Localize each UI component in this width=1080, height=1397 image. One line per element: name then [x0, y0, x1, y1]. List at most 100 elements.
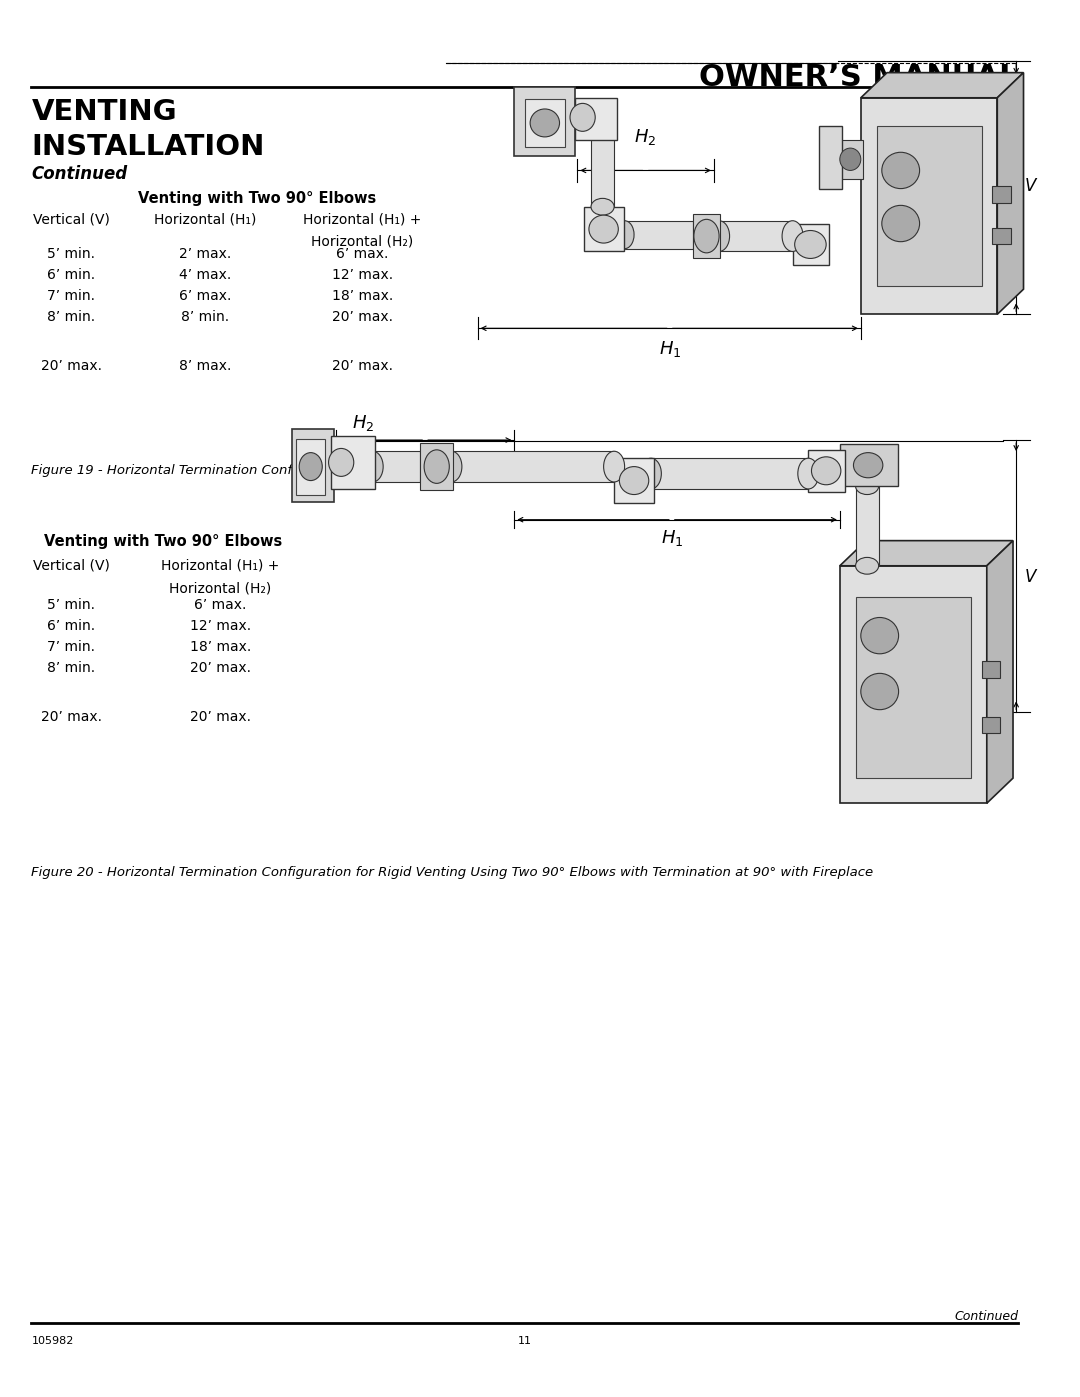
- Ellipse shape: [299, 453, 322, 481]
- Text: Horizontal (H₁) +: Horizontal (H₁) +: [161, 559, 280, 573]
- Text: Continued: Continued: [31, 165, 127, 183]
- Text: 11: 11: [518, 1336, 531, 1345]
- Text: 8’ min.: 8’ min.: [48, 661, 95, 675]
- Text: Vertical (V): Vertical (V): [33, 559, 110, 573]
- Text: INSTALLATION: INSTALLATION: [31, 133, 265, 161]
- Text: Venting with Two 90° Elbows: Venting with Two 90° Elbows: [43, 534, 282, 549]
- Text: 20’ max.: 20’ max.: [332, 359, 393, 373]
- Bar: [296, 439, 325, 495]
- Bar: [877, 126, 982, 286]
- Polygon shape: [997, 73, 1024, 314]
- Ellipse shape: [589, 215, 619, 243]
- Text: Horizontal (H₁): Horizontal (H₁): [153, 212, 256, 226]
- Ellipse shape: [855, 478, 879, 495]
- Text: VENTING: VENTING: [31, 98, 177, 126]
- Bar: [719, 221, 793, 251]
- Ellipse shape: [619, 467, 649, 495]
- Text: $H_2$: $H_2$: [634, 127, 657, 147]
- Text: Horizontal (H₂): Horizontal (H₂): [170, 581, 271, 595]
- Bar: [855, 486, 879, 566]
- Text: $H_1$: $H_1$: [659, 339, 681, 359]
- Text: 4’ max.: 4’ max.: [178, 268, 231, 282]
- Ellipse shape: [811, 457, 841, 485]
- Text: Horizontal (H₁) +: Horizontal (H₁) +: [303, 212, 421, 226]
- Bar: [451, 451, 615, 482]
- Ellipse shape: [640, 458, 661, 489]
- Ellipse shape: [591, 198, 615, 215]
- Text: $H_1$: $H_1$: [661, 528, 683, 548]
- Text: 8’ min.: 8’ min.: [180, 310, 229, 324]
- Bar: [840, 444, 897, 486]
- Ellipse shape: [530, 109, 559, 137]
- Bar: [793, 224, 829, 265]
- Bar: [838, 140, 863, 179]
- Text: Horizontal (H₂): Horizontal (H₂): [311, 235, 414, 249]
- Text: Continued: Continued: [955, 1310, 1018, 1323]
- Bar: [420, 443, 454, 490]
- Text: 12’ max.: 12’ max.: [332, 268, 393, 282]
- Text: 6’ min.: 6’ min.: [48, 619, 95, 633]
- Text: V: V: [1025, 177, 1036, 194]
- Text: 7’ min.: 7’ min.: [48, 289, 95, 303]
- Text: 18’ max.: 18’ max.: [332, 289, 393, 303]
- Ellipse shape: [795, 231, 826, 258]
- Text: 5’ min.: 5’ min.: [48, 247, 95, 261]
- Bar: [651, 458, 808, 489]
- Bar: [819, 126, 842, 189]
- Bar: [993, 186, 1011, 203]
- Text: 20’ max.: 20’ max.: [190, 661, 251, 675]
- Bar: [624, 221, 693, 249]
- Ellipse shape: [616, 221, 634, 249]
- Text: 20’ max.: 20’ max.: [41, 710, 102, 724]
- Bar: [840, 566, 987, 803]
- Ellipse shape: [604, 451, 624, 482]
- Ellipse shape: [591, 120, 615, 137]
- Text: Figure 20 - Horizontal Termination Configuration for Rigid Venting Using Two 90°: Figure 20 - Horizontal Termination Confi…: [31, 866, 874, 879]
- Ellipse shape: [693, 219, 719, 253]
- Text: Figure 19 - Horizontal Termination Configuration for Rigid Venting Using Two 90°: Figure 19 - Horizontal Termination Confi…: [31, 464, 617, 476]
- Text: 5’ min.: 5’ min.: [48, 598, 95, 612]
- Ellipse shape: [853, 453, 882, 478]
- Ellipse shape: [861, 617, 899, 654]
- Bar: [982, 661, 1000, 678]
- Bar: [993, 228, 1011, 244]
- Text: 20’ max.: 20’ max.: [332, 310, 393, 324]
- Text: 12’ max.: 12’ max.: [190, 619, 251, 633]
- Ellipse shape: [328, 448, 354, 476]
- Text: 6’ max.: 6’ max.: [178, 289, 231, 303]
- Ellipse shape: [362, 451, 383, 482]
- Ellipse shape: [708, 221, 730, 251]
- Polygon shape: [987, 541, 1013, 803]
- Polygon shape: [840, 541, 1013, 566]
- Text: OWNER’S MANUAL: OWNER’S MANUAL: [699, 63, 1018, 92]
- Ellipse shape: [855, 557, 879, 574]
- Bar: [583, 207, 623, 251]
- Bar: [808, 450, 845, 492]
- Text: 20’ max.: 20’ max.: [41, 359, 102, 373]
- Ellipse shape: [570, 103, 595, 131]
- Bar: [514, 87, 576, 156]
- Bar: [861, 98, 997, 314]
- Polygon shape: [861, 73, 1024, 98]
- Text: 20’ max.: 20’ max.: [190, 710, 251, 724]
- Text: 8’ max.: 8’ max.: [178, 359, 231, 373]
- Bar: [855, 597, 971, 778]
- Text: Venting with Two 90° Elbows: Venting with Two 90° Elbows: [138, 191, 376, 207]
- Ellipse shape: [840, 148, 861, 170]
- Ellipse shape: [861, 673, 899, 710]
- Text: 6’ max.: 6’ max.: [194, 598, 246, 612]
- Bar: [373, 451, 420, 482]
- Text: Vertical (V): Vertical (V): [33, 212, 110, 226]
- Text: $H_2$: $H_2$: [352, 414, 374, 433]
- Text: V: V: [1025, 569, 1036, 585]
- Text: 6’ max.: 6’ max.: [336, 247, 389, 261]
- Bar: [292, 429, 334, 502]
- Ellipse shape: [441, 451, 462, 482]
- Text: 18’ max.: 18’ max.: [190, 640, 251, 654]
- Ellipse shape: [782, 221, 804, 251]
- Bar: [982, 717, 1000, 733]
- Bar: [693, 214, 720, 258]
- Ellipse shape: [798, 458, 819, 489]
- Text: 6’ min.: 6’ min.: [48, 268, 95, 282]
- Text: 105982: 105982: [31, 1336, 73, 1345]
